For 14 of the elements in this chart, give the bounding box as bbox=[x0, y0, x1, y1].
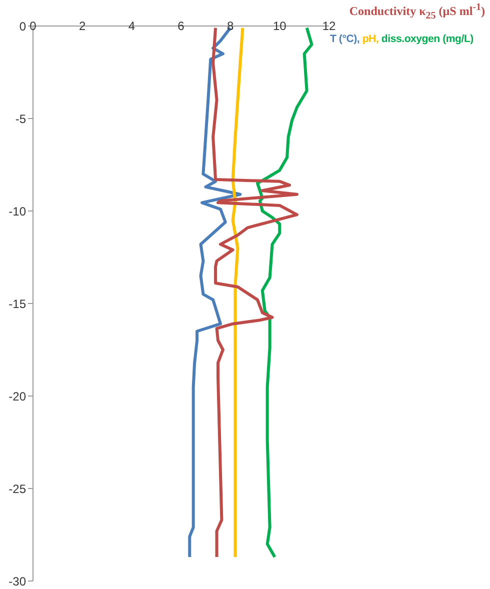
x-tick-label: 6 bbox=[178, 19, 185, 33]
x-tick-label: 4 bbox=[128, 19, 136, 33]
y-tick-label: -30 bbox=[8, 574, 26, 588]
x-tick-label: 10 bbox=[272, 19, 287, 33]
y-tick-label: -20 bbox=[8, 389, 26, 404]
x-axis-title: T (°C), pH, diss.oxygen (mg/L) bbox=[330, 33, 474, 45]
x-tick-label: 12 bbox=[322, 19, 336, 33]
x-tick-label: 2 bbox=[78, 19, 86, 33]
y-tick-label: -15 bbox=[8, 296, 26, 311]
y-tick-label: -5 bbox=[15, 112, 26, 126]
x-tick-label: 0 bbox=[30, 19, 37, 33]
y-tick-label: -10 bbox=[8, 204, 26, 218]
y-tick-label: -25 bbox=[8, 482, 26, 496]
text: Conductivity κ$_{25}$ (µS ml$^{-1}$) bbox=[349, 2, 485, 22]
